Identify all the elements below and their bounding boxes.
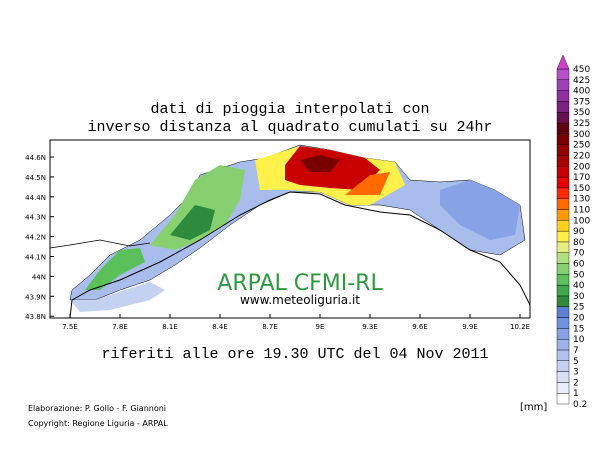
lon-label: 8.7E [262,323,278,331]
legend-swatch [556,241,570,253]
lon-label: 9.6E [412,323,428,331]
legend-swatch [556,101,570,113]
legend-swatch [556,166,570,178]
legend-swatch [556,274,570,286]
legend-label: 220 [573,151,590,161]
lat-label: 44.1N [25,254,46,262]
legend-unit: [mm] [520,402,547,413]
legend-label: 0.2 [573,400,587,410]
legend-label: 170 [573,173,590,183]
legend-swatch [556,382,570,394]
legend-label: 425 [573,76,590,86]
legend-label: 200 [573,162,590,172]
lat-label: 44.4N [25,194,46,202]
legend-swatch [556,338,570,351]
legend-swatch [556,155,570,167]
title-line: dati di pioggia interpolati con [150,101,429,118]
legend-swatch [556,230,570,243]
legend-label: 3 [573,368,579,378]
lon-label: 9.3E [362,323,378,331]
lon-label: 8.4E [212,323,228,331]
legend-swatch [556,392,570,405]
legend-label: 450 [573,65,590,75]
legend-swatch [556,68,570,81]
credit: Copyright: Regione Liguria - ARPAL [28,419,168,428]
legend-swatch [556,328,570,340]
legend-label: 100 [573,216,590,226]
legend-label: 60 [573,260,585,270]
legend-label: 110 [573,205,590,215]
lon-label: 7.8E [112,323,128,331]
legend-label: 150 [573,184,590,194]
legend-label: 70 [573,249,585,259]
lat-label: 44.3N [25,214,46,222]
lat-label: 44N [32,273,46,281]
lat-labels: 44.6N 44.5N 44.4N 44.3N 44.2N 44.1N 44N 43.9N 43… [25,154,54,321]
legend-label: 300 [573,130,590,140]
legend-swatch [556,295,570,307]
credit: Elaborazione: P. Gollo - F. Giannoni [28,404,166,413]
lon-label: 7.5E [62,323,78,331]
legend-swatch [556,90,570,102]
watermark-url: www.meteoliguria.it [240,293,360,307]
legend-swatch [556,144,570,156]
legend-swatch [556,252,570,264]
legend-swatch [556,122,570,135]
legend-label: 15 [573,324,584,334]
map-frame [49,139,531,319]
lon-label: 9.9E [462,323,478,331]
legend-swatch [556,112,570,124]
legend-label: 2 [573,378,579,388]
color-legend: 0.21235710152025304050607080901001101301… [556,54,590,410]
legend-label: 40 [573,281,585,291]
legend-swatch [556,317,570,329]
legend-swatch [556,360,570,372]
legend-label: 30 [573,292,585,302]
legend-label: 10 [573,335,585,345]
legend-swatch [556,371,570,383]
legend-swatch [556,263,570,275]
legend-swatch [556,79,570,91]
legend-label: 350 [573,108,590,118]
legend-label: 375 [573,97,590,107]
lon-labels: 7.5E 7.8E 8.1E 8.4E 8.7E 9E 9.3E 9.6E 9.9E 10.2E [62,314,530,331]
legend-label: 250 [573,141,590,151]
legend-swatch [556,220,570,232]
legend-label: 25 [573,303,584,313]
legend-swatch [556,54,570,70]
lat-label: 44.5N [25,174,46,182]
legend-swatch [556,284,570,297]
legend-swatch [556,176,570,189]
legend-label: 7 [573,346,579,356]
legend-label: 325 [573,119,590,129]
legend-label: 20 [573,314,585,324]
legend-label: 1 [573,389,579,399]
lon-label: 10.2E [510,323,530,331]
subtitle: riferiti alle ore 19.30 UTC del 04 Nov 2… [101,346,488,363]
watermark-name: ARPAL CFMI-RL [217,271,383,296]
legend-label: 400 [573,87,590,97]
lat-label: 43.8N [25,313,46,321]
legend-label: 50 [573,270,585,280]
legend-swatch [556,133,570,145]
legend-swatch [556,349,570,361]
legend-label: 90 [573,227,585,237]
lat-label: 43.9N [25,293,46,301]
lat-label: 44.6N [25,154,46,162]
lon-label: 9E [316,323,325,331]
legend-label: 80 [573,238,585,248]
lon-label: 8.1E [162,323,178,331]
legend-label: 130 [573,195,590,205]
legend-swatch [556,209,570,221]
legend-label: 5 [573,357,579,367]
legend-swatch [556,198,570,210]
legend-swatch [556,306,570,318]
legend-swatch [556,187,570,199]
lat-label: 44.2N [25,234,46,242]
title-line: inverso distanza al quadrato cumulati su… [87,119,492,136]
